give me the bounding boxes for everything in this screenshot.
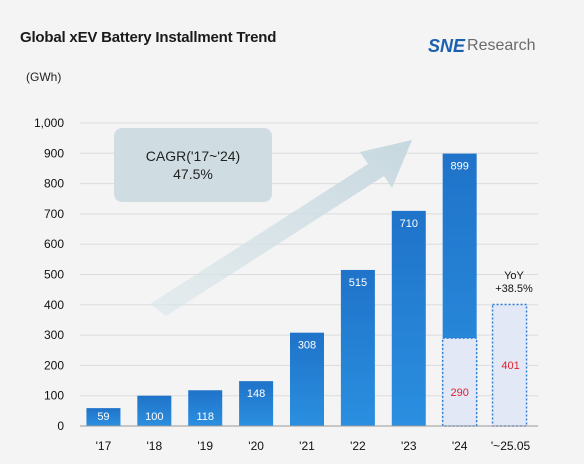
logo-mark: SNE [428, 35, 466, 56]
y-tick-label: 900 [44, 146, 64, 160]
partial-bar [441, 337, 478, 427]
bar [86, 408, 121, 426]
brand-logo: SNE Research [428, 34, 536, 58]
logo-word: Research [467, 37, 536, 54]
x-tick-label: '~25.05 [491, 439, 531, 453]
x-tick-label: '23 [401, 439, 417, 453]
y-axis-unit: (GWh) [26, 70, 62, 84]
bar-value-label: 118 [196, 411, 214, 423]
bar [290, 332, 324, 426]
bar-value-label: 308 [298, 340, 316, 352]
y-tick-label: 600 [44, 237, 64, 251]
y-tick-label: 0 [57, 419, 64, 433]
y-tick-label: 700 [44, 207, 64, 221]
x-tick-label: '20 [248, 439, 264, 453]
yoy-label: YoY [504, 270, 524, 282]
y-tick-label: 300 [44, 328, 64, 342]
x-tick-label: '18 [147, 439, 163, 453]
bar [188, 390, 223, 426]
y-tick-label: 200 [44, 358, 64, 372]
chart-title: Global xEV Battery Installment Trend [20, 29, 277, 46]
bar-value-label: 710 [400, 218, 418, 230]
bar-value-label: 148 [247, 388, 265, 400]
partial-bar-value-label: 401 [501, 360, 519, 372]
bar [239, 381, 274, 426]
cagr-value: 47.5% [173, 166, 213, 182]
y-tick-label: 400 [44, 298, 64, 312]
y-tick-label: 100 [44, 389, 64, 403]
bar-value-label: 515 [349, 277, 367, 289]
bar [391, 210, 426, 426]
y-tick-label: 500 [44, 268, 64, 282]
bar [340, 269, 375, 426]
cagr-annotation: CAGR('17~'24) 47.5% [114, 128, 272, 202]
bar-value-label: 899 [450, 161, 468, 173]
x-tick-label: '24 [452, 439, 468, 453]
x-tick-label: '17 [96, 439, 112, 453]
yoy-annotation: YoY +38.5% [484, 270, 544, 296]
x-tick-label: '22 [350, 439, 366, 453]
x-tick-label: '21 [299, 439, 315, 453]
x-tick-label: '19 [197, 439, 213, 453]
cagr-label: CAGR('17~'24) [145, 148, 241, 164]
y-tick-label: 1,000 [34, 116, 64, 130]
bar-value-label: 100 [145, 411, 163, 423]
yoy-value: +38.5% [495, 283, 533, 295]
growth-arrow [150, 140, 412, 316]
y-tick-label: 800 [44, 177, 64, 191]
partial-bar-value-label: 290 [450, 387, 468, 399]
bar-value-label: 59 [97, 411, 109, 423]
bar [137, 395, 172, 426]
